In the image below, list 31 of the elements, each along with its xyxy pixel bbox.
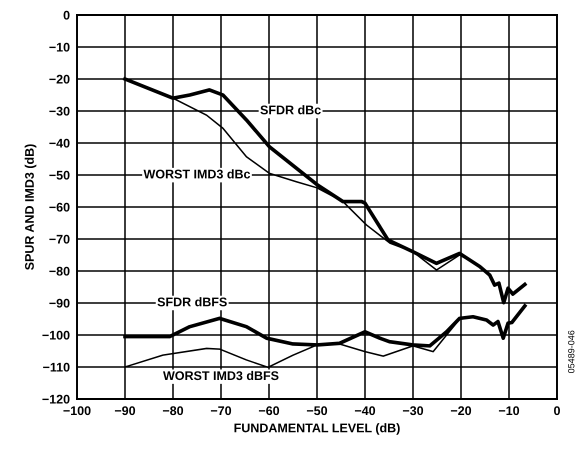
x-tick-label: −30 <box>402 406 424 416</box>
x-tick-label: −60 <box>258 406 280 416</box>
x-tick-label: −40 <box>354 406 376 416</box>
x-axis-title: FUNDAMENTAL LEVEL (dB) <box>234 423 400 435</box>
x-tick-label: −100 <box>63 406 91 416</box>
y-tick-label: −80 <box>49 266 70 276</box>
series-label: WORST IMD3 dBFS <box>163 370 278 380</box>
x-tick-label: −10 <box>498 406 520 416</box>
y-tick-label: −50 <box>49 170 70 180</box>
x-tick-label: −20 <box>450 406 472 416</box>
series-label: SFDR dBc <box>260 105 321 114</box>
x-tick-label: −80 <box>162 406 184 416</box>
y-tick-label: −40 <box>49 138 70 148</box>
y-tick-label: −110 <box>43 362 70 372</box>
y-tick-label: −70 <box>49 234 70 244</box>
x-tick-label: 0 <box>554 406 560 416</box>
series-label: SFDR dBFS <box>157 297 227 306</box>
y-tick-label: −20 <box>49 74 70 84</box>
y-tick-label: −90 <box>49 298 70 308</box>
y-axis-title: SPUR AND IMD3 (dB) <box>24 144 36 270</box>
y-tick-label: −120 <box>42 394 70 404</box>
x-tick-label: −70 <box>210 406 232 416</box>
y-tick-label: 0 <box>64 10 70 20</box>
x-tick-label: −50 <box>306 406 328 416</box>
y-tick-label: −10 <box>49 42 70 52</box>
y-tick-label: −60 <box>49 202 70 212</box>
series-label: WORST IMD3 dBc <box>144 169 250 178</box>
y-tick-label: −100 <box>42 330 70 340</box>
x-tick-label: −90 <box>114 406 136 416</box>
text: 05489-046 <box>568 330 574 374</box>
y-tick-label: −30 <box>49 106 70 116</box>
